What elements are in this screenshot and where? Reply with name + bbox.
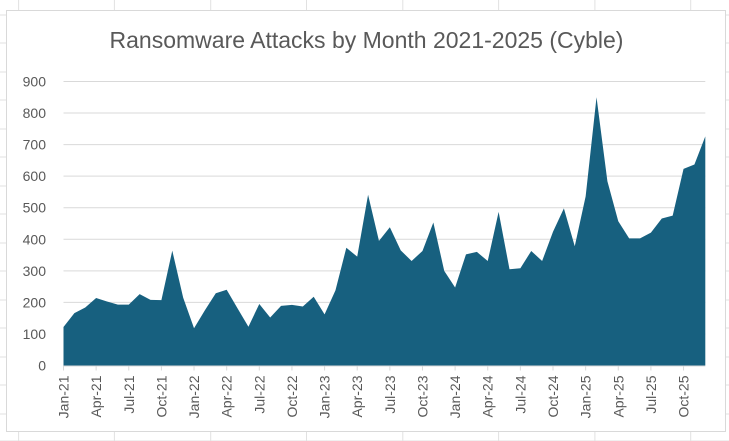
x-tick-label: Oct-24 bbox=[545, 375, 561, 417]
area-series-ransomware-attacks bbox=[63, 97, 706, 366]
y-tick-label: 100 bbox=[23, 326, 47, 342]
x-tick-label: Apr-21 bbox=[88, 375, 104, 417]
x-tick-label: Apr-24 bbox=[480, 375, 496, 417]
x-tick-label: Jan-22 bbox=[186, 375, 202, 418]
y-tick-label: 300 bbox=[23, 263, 47, 279]
x-tick-label: Apr-23 bbox=[349, 375, 365, 417]
chart-title: Ransomware Attacks by Month 2021-2025 (C… bbox=[110, 27, 624, 53]
x-tick-label: Oct-22 bbox=[284, 375, 300, 417]
x-tick-label: Jul-23 bbox=[382, 375, 398, 413]
x-tick-label: Apr-22 bbox=[219, 375, 235, 417]
y-tick-label: 600 bbox=[23, 168, 47, 184]
y-tick-label: 900 bbox=[23, 74, 47, 90]
x-tick-label: Jul-21 bbox=[121, 375, 137, 413]
chart-container[interactable]: 0 100 200 300 400 500 600 700 800 900 Jan-21 Apr-2… bbox=[6, 10, 726, 432]
y-tick-label: 500 bbox=[23, 200, 47, 216]
x-tick-label: Jan-24 bbox=[447, 375, 463, 418]
y-tick-label: 700 bbox=[23, 137, 47, 153]
x-tick-label: Apr-25 bbox=[610, 375, 626, 417]
x-tick-label: Oct-23 bbox=[414, 375, 430, 417]
x-tick-label: Oct-25 bbox=[676, 375, 692, 417]
x-axis-ticks bbox=[63, 365, 685, 371]
x-tick-label: Oct-21 bbox=[153, 375, 169, 417]
y-axis-tick-labels: 0 100 200 300 400 500 600 700 800 900 bbox=[23, 74, 47, 374]
x-tick-label: Jan-21 bbox=[56, 375, 72, 418]
x-axis-tick-labels: Jan-21 Apr-21 Jul-21 Oct-21 Jan-22 Apr-22 Jul-… bbox=[56, 375, 692, 418]
x-tick-label: Jul-24 bbox=[512, 375, 528, 413]
y-tick-label: 400 bbox=[23, 231, 47, 247]
x-tick-label: Jul-25 bbox=[643, 375, 659, 413]
x-tick-label: Jan-23 bbox=[317, 375, 333, 418]
y-tick-label: 800 bbox=[23, 105, 47, 121]
x-tick-label: Jul-22 bbox=[251, 375, 267, 413]
y-tick-label: 0 bbox=[38, 358, 46, 374]
y-tick-label: 200 bbox=[23, 294, 47, 310]
area-chart: 0 100 200 300 400 500 600 700 800 900 Jan-21 Apr-2… bbox=[23, 27, 706, 418]
x-tick-label: Jan-25 bbox=[578, 375, 594, 418]
